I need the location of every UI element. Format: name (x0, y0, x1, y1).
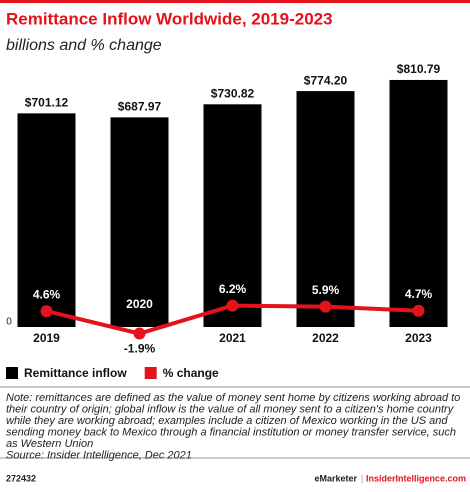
chart-title: Remittance Inflow Worldwide, 2019-2023 (6, 9, 333, 28)
note-line: Note: remittances are defined as the val… (6, 392, 460, 404)
point (226, 299, 239, 312)
chart-subtitle: billions and % change (6, 37, 162, 54)
value-label: -1.9% (124, 342, 156, 356)
x-tick-label: 2019 (33, 331, 60, 345)
value-label: $701.12 (25, 96, 69, 110)
bar (110, 117, 169, 327)
legend-label: % change (163, 366, 219, 380)
x-tick-label: 2020 (126, 297, 153, 311)
separator: | (361, 473, 363, 483)
bar (296, 91, 355, 327)
legend-label: Remittance inflow (24, 366, 127, 380)
source: Source: Insider Intelligence, Dec 2021 (6, 449, 192, 461)
y-tick-label: 0 (6, 317, 12, 328)
note-line: sending money back to Mexico through a f… (6, 426, 456, 438)
value-label: 6.2% (219, 282, 247, 296)
point (40, 305, 53, 318)
site: InsiderIntelligence.com (366, 473, 466, 483)
legend-swatch (144, 367, 157, 379)
note-line: while they are working abroad; examples … (6, 415, 448, 427)
value-label: $730.82 (211, 86, 255, 100)
top-rule (0, 0, 470, 3)
point (133, 327, 146, 340)
note-line: their country of origin; global inflow i… (6, 403, 455, 415)
point (412, 304, 425, 317)
value-label: 4.7% (405, 287, 433, 301)
chart-id: 272432 (6, 473, 36, 483)
value-label: $810.79 (397, 62, 441, 76)
bar (203, 104, 262, 327)
x-tick-label: 2021 (219, 331, 246, 345)
bar (389, 79, 448, 328)
note-line: as Western Union (6, 438, 93, 450)
brand: eMarketer (314, 473, 357, 483)
x-tick-label: 2023 (405, 331, 432, 345)
bar (17, 113, 76, 327)
value-label: 4.6% (33, 287, 61, 301)
notes: Note: remittances are defined as the val… (6, 392, 460, 462)
value-label: $687.97 (118, 100, 162, 114)
value-label: $774.20 (304, 73, 348, 87)
legend-swatch (6, 367, 18, 379)
value-label: 5.9% (312, 283, 340, 297)
x-tick-label: 2022 (312, 331, 339, 345)
point (319, 300, 332, 313)
